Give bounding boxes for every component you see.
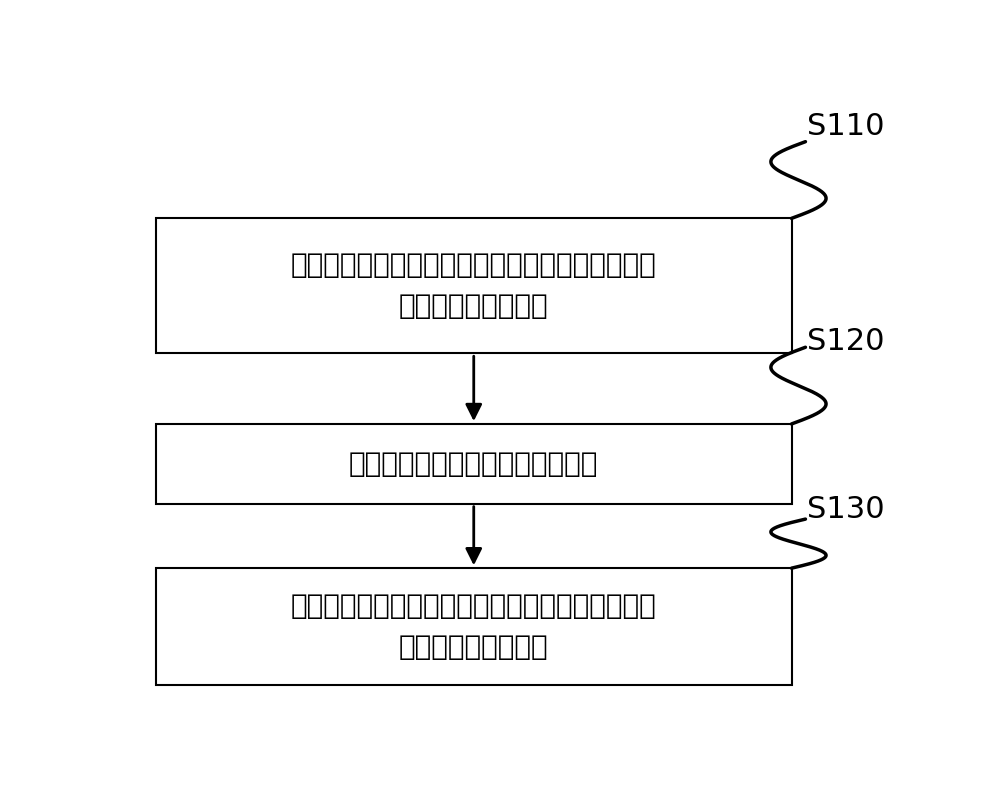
Text: S130: S130 <box>807 496 885 524</box>
Text: 根据采样点信号跟随脉冲信号的变化状态判断开关
量输出电路是否故障: 根据采样点信号跟随脉冲信号的变化状态判断开关 量输出电路是否故障 <box>291 592 657 661</box>
Text: 获取开关量输出电路的采样点信号: 获取开关量输出电路的采样点信号 <box>349 450 598 478</box>
Text: S120: S120 <box>807 327 885 355</box>
FancyBboxPatch shape <box>156 424 792 504</box>
Text: 提供检测信号至开关量输出电路，其中，所述检测
信号包括脉冲信号；: 提供检测信号至开关量输出电路，其中，所述检测 信号包括脉冲信号； <box>291 251 657 320</box>
FancyBboxPatch shape <box>156 218 792 353</box>
Text: S110: S110 <box>807 112 885 141</box>
FancyBboxPatch shape <box>156 568 792 685</box>
